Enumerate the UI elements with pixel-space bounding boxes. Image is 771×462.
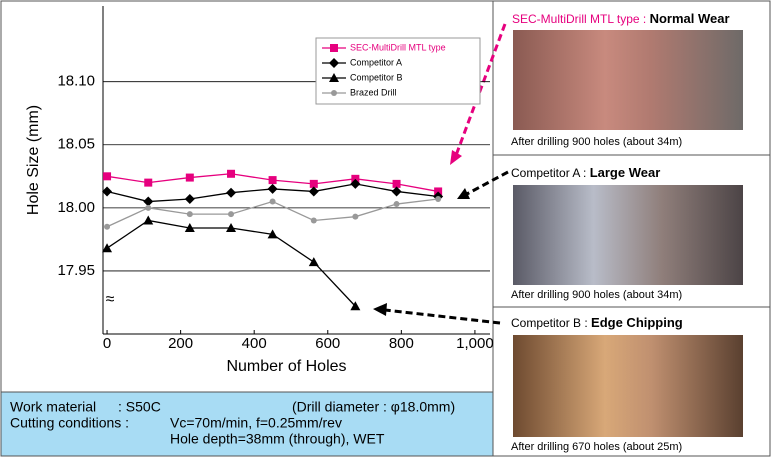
marker bbox=[226, 188, 236, 198]
arrow bbox=[385, 310, 500, 323]
marker bbox=[269, 176, 277, 184]
marker bbox=[102, 186, 112, 196]
photo-caption: After drilling 900 holes (about 34m) bbox=[511, 136, 682, 148]
marker bbox=[102, 243, 112, 252]
photo-name: SEC-MultiDrill MTL type : bbox=[512, 12, 650, 26]
legend-label: SEC-MultiDrill MTL type bbox=[350, 42, 446, 52]
marker bbox=[435, 196, 441, 202]
marker bbox=[104, 224, 110, 230]
photo-title: Competitor B : Edge Chipping bbox=[511, 315, 683, 330]
y-tick-label: 17.95 bbox=[57, 262, 95, 279]
marker bbox=[352, 214, 358, 220]
condition-text: Vc=70m/min, f=0.25mm/rev bbox=[170, 415, 342, 431]
condition-text: (Drill diameter : φ18.0mm) bbox=[292, 399, 455, 415]
condition-text: Work material bbox=[10, 399, 96, 415]
photo-title: SEC-MultiDrill MTL type : Normal Wear bbox=[512, 11, 730, 26]
marker bbox=[268, 184, 278, 194]
photo bbox=[513, 30, 743, 130]
marker bbox=[309, 186, 319, 196]
marker bbox=[143, 215, 153, 224]
photo-name: Competitor B : bbox=[511, 316, 591, 330]
marker bbox=[311, 217, 317, 223]
legend-label: Brazed Drill bbox=[350, 87, 397, 97]
x-tick-label: 800 bbox=[389, 335, 414, 352]
marker bbox=[103, 172, 111, 180]
photo-caption: After drilling 670 holes (about 25m) bbox=[511, 441, 682, 453]
photo bbox=[513, 335, 743, 437]
marker bbox=[270, 199, 276, 205]
x-tick-label: 600 bbox=[315, 335, 340, 352]
marker bbox=[394, 201, 400, 207]
condition-text: Cutting conditions : bbox=[10, 415, 129, 431]
x-tick-label: 200 bbox=[168, 335, 193, 352]
screen: 17.95 18.05 18.00 18.10 0 200 400 600 800 1,000 ≈ N… bbox=[0, 0, 771, 457]
marker bbox=[228, 211, 234, 217]
marker bbox=[145, 205, 151, 211]
legend-label: Competitor B bbox=[350, 72, 403, 82]
photo-result: Edge Chipping bbox=[591, 315, 683, 330]
photo-caption: After drilling 900 holes (about 34m) bbox=[511, 289, 682, 301]
marker bbox=[186, 174, 194, 182]
legend-label: Competitor A bbox=[350, 57, 402, 67]
marker bbox=[144, 179, 152, 187]
y-tick-label: 18.05 bbox=[57, 136, 95, 153]
x-tick-label: 1,000 bbox=[456, 335, 494, 352]
axis-break: ≈ bbox=[106, 291, 115, 308]
photo bbox=[513, 185, 743, 285]
photo-result: Normal Wear bbox=[650, 11, 730, 26]
marker bbox=[187, 211, 193, 217]
marker bbox=[185, 194, 195, 204]
marker bbox=[392, 186, 402, 196]
arrow-head bbox=[373, 303, 387, 316]
x-tick-label: 0 bbox=[103, 335, 111, 352]
condition-text: Hole depth=38mm (through), WET bbox=[170, 431, 385, 447]
y-axis-label: Hole Size (mm) bbox=[25, 105, 42, 215]
condition-text: : S50C bbox=[118, 399, 161, 415]
photo-result: Large Wear bbox=[590, 165, 661, 180]
marker bbox=[309, 257, 319, 266]
y-tick-label: 18.00 bbox=[57, 199, 95, 216]
x-axis-label: Number of Holes bbox=[226, 358, 346, 375]
marker bbox=[330, 44, 338, 52]
x-tick-label: 400 bbox=[242, 335, 267, 352]
y-tick-label: 18.10 bbox=[57, 73, 95, 90]
marker bbox=[227, 170, 235, 178]
photo-name: Competitor A : bbox=[511, 166, 590, 180]
marker bbox=[331, 90, 337, 96]
arrow bbox=[465, 172, 508, 195]
series-line bbox=[107, 220, 355, 306]
photo-title: Competitor A : Large Wear bbox=[511, 165, 660, 180]
